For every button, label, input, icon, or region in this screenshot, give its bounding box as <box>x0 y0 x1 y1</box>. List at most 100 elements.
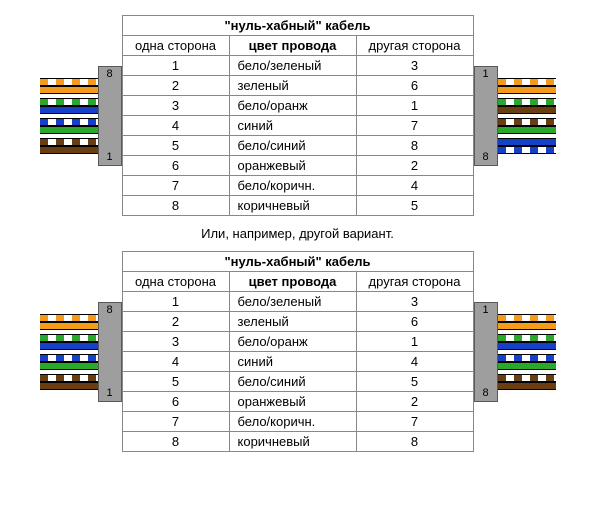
connector-left-2: 8 1 <box>40 302 122 402</box>
wire <box>40 382 98 390</box>
plug-pin-top: 1 <box>482 69 488 80</box>
cell-left: 4 <box>122 352 229 372</box>
variant-caption: Или, например, другой вариант. <box>15 226 580 241</box>
table-row: 1бело/зеленый3 <box>122 292 473 312</box>
cell-center: коричневый <box>229 196 356 216</box>
wire <box>40 86 98 94</box>
wire <box>40 98 98 106</box>
wire <box>498 78 556 86</box>
table-row: 6оранжевый2 <box>122 156 473 176</box>
cell-center: бело/коричн. <box>229 412 356 432</box>
table-row: 2зеленый6 <box>122 76 473 96</box>
cell-center: бело/синий <box>229 372 356 392</box>
plug-pin-bottom: 1 <box>106 388 112 399</box>
wire <box>498 334 556 342</box>
table-row: 8коричневый8 <box>122 432 473 452</box>
cell-right: 4 <box>356 176 473 196</box>
plug-pin-top: 8 <box>106 69 112 80</box>
wire <box>40 118 98 126</box>
cell-right: 2 <box>356 392 473 412</box>
cell-left: 8 <box>122 432 229 452</box>
cell-right: 8 <box>356 432 473 452</box>
col-right: другая сторона <box>356 36 473 56</box>
col-right: другая сторона <box>356 272 473 292</box>
table-title: "нуль-хабный" кабель <box>122 16 473 36</box>
table-row: 4синий7 <box>122 116 473 136</box>
cell-left: 7 <box>122 412 229 432</box>
cell-right: 3 <box>356 56 473 76</box>
wire <box>40 138 98 146</box>
plug-pin-bottom: 1 <box>106 152 112 163</box>
wire <box>40 126 98 134</box>
cell-right: 8 <box>356 136 473 156</box>
cell-center: бело/зеленый <box>229 292 356 312</box>
wire <box>40 322 98 330</box>
cell-left: 6 <box>122 156 229 176</box>
cell-right: 5 <box>356 372 473 392</box>
cell-left: 7 <box>122 176 229 196</box>
cable-right-2 <box>498 314 556 390</box>
cell-right: 3 <box>356 292 473 312</box>
wire <box>498 118 556 126</box>
cable-right-1 <box>498 78 556 154</box>
pinout-table-1: "нуль-хабный" кабельодна сторонацвет про… <box>122 15 474 216</box>
cell-left: 3 <box>122 332 229 352</box>
rj45-plug-right-1: 1 8 <box>474 66 498 166</box>
cell-right: 4 <box>356 352 473 372</box>
rj45-plug-right-2: 1 8 <box>474 302 498 402</box>
table-title: "нуль-хабный" кабель <box>122 252 473 272</box>
table-row: 2зеленый6 <box>122 312 473 332</box>
table-row: 1бело/зеленый3 <box>122 56 473 76</box>
wire <box>40 374 98 382</box>
cell-left: 2 <box>122 312 229 332</box>
table-row: 3бело/оранж1 <box>122 332 473 352</box>
cell-left: 1 <box>122 292 229 312</box>
cell-right: 5 <box>356 196 473 216</box>
col-center: цвет провода <box>229 272 356 292</box>
diagram-block-2: 8 1 "нуль-хабный" кабельодна сторонацвет… <box>15 251 580 452</box>
col-left: одна сторона <box>122 272 229 292</box>
plug-pin-top: 1 <box>482 305 488 316</box>
cable-left-2 <box>40 314 98 390</box>
cell-left: 5 <box>122 136 229 156</box>
wire <box>498 106 556 114</box>
cell-center: бело/синий <box>229 136 356 156</box>
cell-left: 3 <box>122 96 229 116</box>
pinout-table-2: "нуль-хабный" кабельодна сторонацвет про… <box>122 251 474 452</box>
cell-center: бело/зеленый <box>229 56 356 76</box>
table-row: 6оранжевый2 <box>122 392 473 412</box>
table-row: 3бело/оранж1 <box>122 96 473 116</box>
plug-pin-bottom: 8 <box>482 152 488 163</box>
cell-center: бело/оранж <box>229 96 356 116</box>
table-row: 4синий4 <box>122 352 473 372</box>
cable-left-1 <box>40 78 98 154</box>
wire <box>498 146 556 154</box>
wire <box>498 98 556 106</box>
wire <box>40 314 98 322</box>
cell-center: зеленый <box>229 76 356 96</box>
wire <box>40 146 98 154</box>
wire <box>498 382 556 390</box>
wire <box>40 334 98 342</box>
cell-left: 8 <box>122 196 229 216</box>
cell-center: коричневый <box>229 432 356 452</box>
cell-left: 4 <box>122 116 229 136</box>
cell-left: 5 <box>122 372 229 392</box>
cell-center: оранжевый <box>229 392 356 412</box>
wire <box>40 78 98 86</box>
table-row: 5бело/синий5 <box>122 372 473 392</box>
cell-center: бело/коричн. <box>229 176 356 196</box>
rj45-plug-left-1: 8 1 <box>98 66 122 166</box>
cell-center: зеленый <box>229 312 356 332</box>
cell-right: 1 <box>356 332 473 352</box>
cell-left: 1 <box>122 56 229 76</box>
diagram-block-1: 8 1 "нуль-хабный" кабельодна сторонацвет… <box>15 15 580 216</box>
cell-right: 2 <box>356 156 473 176</box>
wire <box>498 322 556 330</box>
col-left: одна сторона <box>122 36 229 56</box>
cell-center: оранжевый <box>229 156 356 176</box>
wire <box>498 374 556 382</box>
wire <box>498 314 556 322</box>
table-row: 5бело/синий8 <box>122 136 473 156</box>
wire <box>498 138 556 146</box>
